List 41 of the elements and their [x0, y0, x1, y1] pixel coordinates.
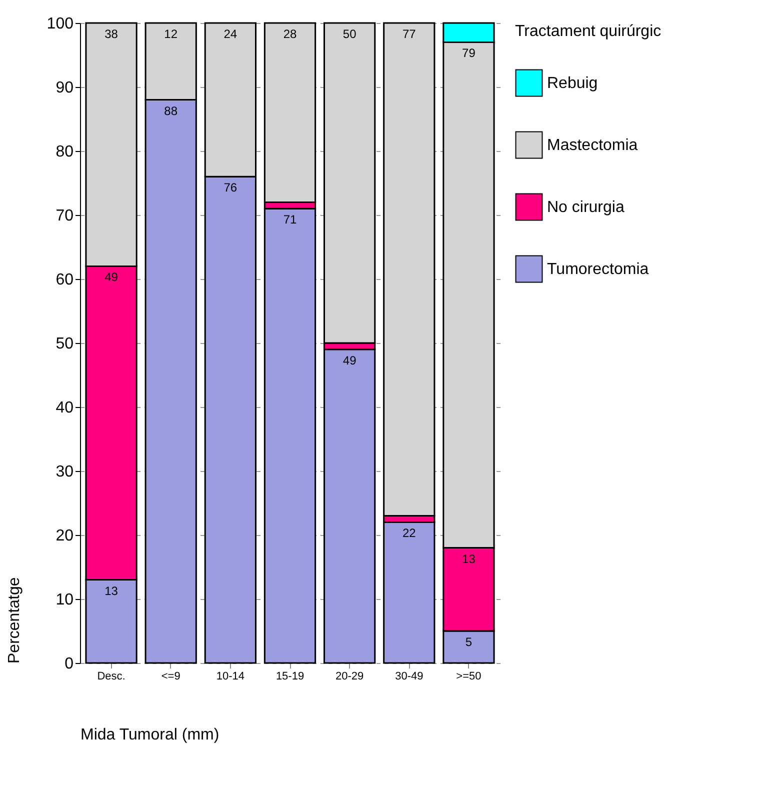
x-tick-label: 20-29 — [336, 670, 364, 682]
y-tick-label: 10 — [56, 592, 74, 608]
data-label: 50 — [342, 27, 357, 41]
data-label: 88 — [164, 104, 178, 118]
data-label: 49 — [342, 353, 357, 368]
y-tick-label: 50 — [56, 336, 74, 352]
data-label: 79 — [462, 46, 476, 60]
y-tick-label: 80 — [56, 144, 74, 160]
data-label: 49 — [104, 270, 118, 284]
data-label: 28 — [283, 27, 297, 41]
y-tick-label: 0 — [64, 656, 74, 672]
y-tick-label: 20 — [56, 528, 74, 544]
data-label: 13 — [104, 584, 118, 598]
y-tick-label: 100 — [46, 16, 74, 32]
y-tick-label: 90 — [56, 80, 74, 96]
data-label: 13 — [462, 552, 476, 566]
legend-title: Tractament quirúrgic — [515, 23, 662, 40]
data-label: 71 — [283, 212, 297, 227]
x-tick-label: 15-19 — [276, 670, 304, 682]
legend-label: No cirurgia — [547, 199, 624, 216]
y-tick-label: 40 — [56, 400, 74, 416]
data-label: 38 — [104, 27, 118, 41]
x-tick-label: 10-14 — [216, 670, 244, 682]
legend-label: Rebuig — [547, 75, 598, 92]
x-tick-label: >=50 — [456, 670, 482, 682]
x-tick-label: 30-49 — [395, 670, 424, 682]
legend-label: Tumorectomia — [547, 261, 649, 278]
y-tick-label: 30 — [56, 464, 74, 480]
data-label: 24 — [224, 27, 238, 41]
x-axis-title: Mida Tumoral (mm) — [80, 726, 220, 744]
data-label: 22 — [402, 526, 416, 540]
x-tick-label: Desc. — [97, 670, 126, 682]
legend-label: Mastectomia — [547, 137, 638, 154]
y-tick-label: 60 — [56, 272, 74, 288]
data-label: 77 — [402, 27, 416, 41]
x-tick-label: <=9 — [161, 670, 180, 682]
data-label: 76 — [224, 180, 238, 195]
y-tick-label: 70 — [56, 208, 74, 224]
data-label: 12 — [164, 27, 178, 41]
y-axis-title: Percentatge — [6, 577, 23, 664]
data-label: 5 — [465, 635, 472, 649]
